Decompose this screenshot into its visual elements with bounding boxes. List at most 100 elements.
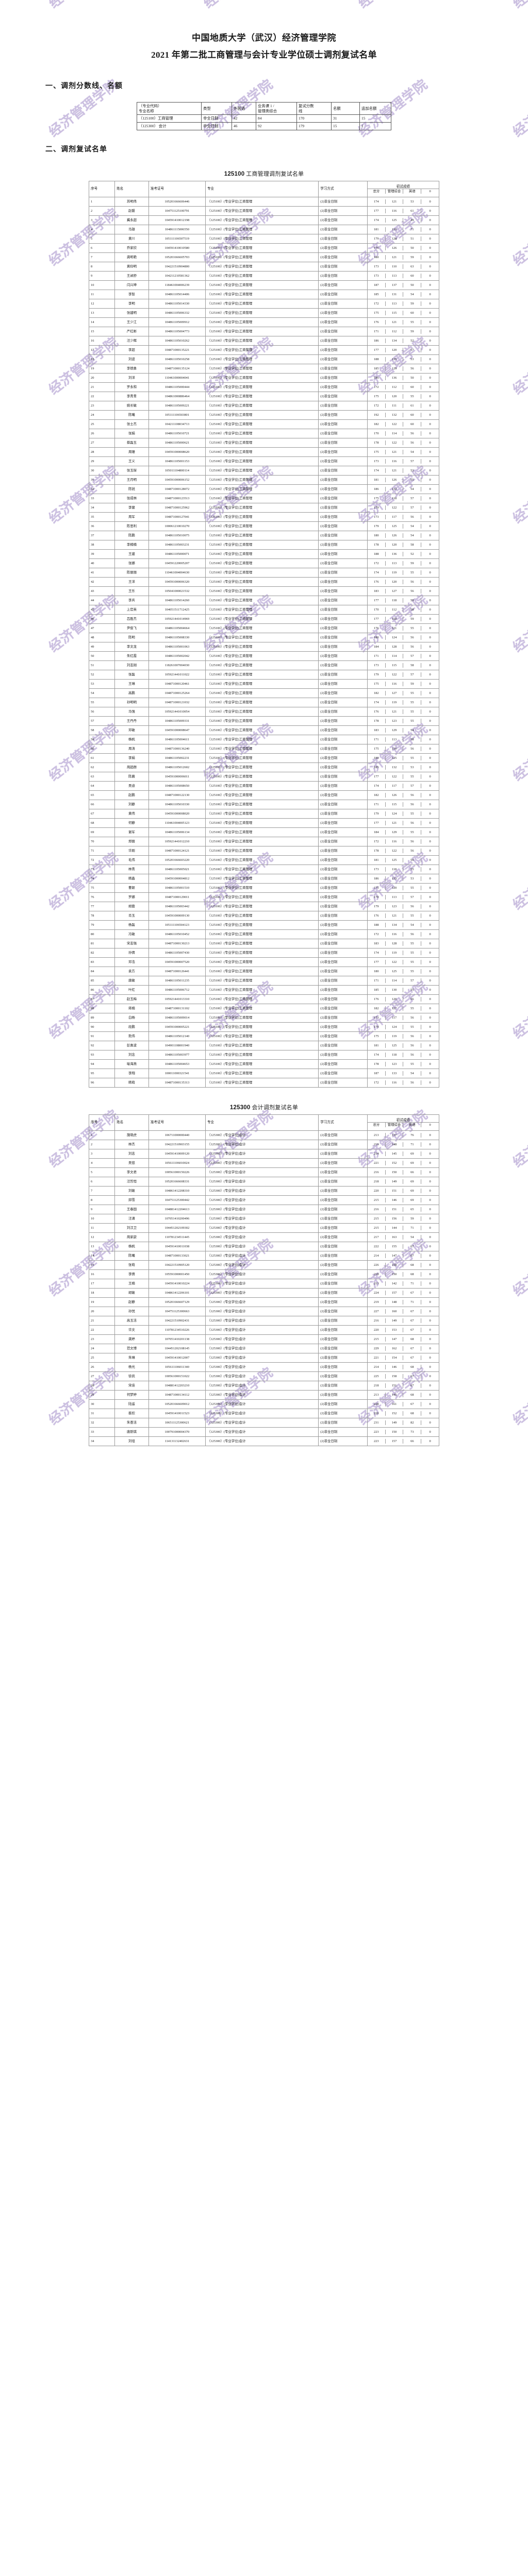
table-row: 89 白杨 104861105009014 （125100）(专业学位)工商管理 (2)… xyxy=(88,1012,440,1023)
cell-ticket: 104871000126441 xyxy=(148,966,206,976)
table-row: 34 李健 104871000125962 （125100）(专业学位)工商管理 (2)… xyxy=(88,502,440,513)
cell-major: （125100）(专业学位)工商管理 xyxy=(205,252,319,262)
score-value: 174 xyxy=(373,1053,379,1057)
cell-mode: (2)非全日制 xyxy=(318,808,368,819)
cell-name: 徐凯 xyxy=(114,1371,149,1381)
cell-mode: (2)非全日制 xyxy=(318,966,368,976)
score-value: 214 xyxy=(373,1151,379,1156)
cell-major: （125100）(专业学位)工商管理 xyxy=(205,521,319,531)
cell-mode: (2)非全日制 xyxy=(318,1260,368,1270)
score-value: 61 xyxy=(403,403,421,408)
cell-index: 91 xyxy=(88,1031,116,1041)
table-row: 58 邓敏 104591000008647 （125100）(专业学位)工商管理 (2)… xyxy=(88,725,440,735)
cell-scores: 174 119 55 0 xyxy=(367,947,440,958)
score-value: 55 xyxy=(403,394,421,399)
cell-major: （125100）(专业学位)工商管理 xyxy=(205,651,319,661)
score-value: 0 xyxy=(421,1071,438,1076)
cell-index: 18 xyxy=(88,354,116,364)
score-value: 56 xyxy=(403,996,421,1002)
cell-mode: (2)非全日制 xyxy=(318,706,368,717)
score-value: 56 xyxy=(403,931,421,937)
cell-scores: 184 129 55 0 xyxy=(367,827,440,837)
score-value: 121 xyxy=(385,255,403,260)
table-row: 60 周涛 104871000136240 （125100）(专业学位)工商管理 (2)… xyxy=(88,743,440,754)
table-row: 52 张磊 105921441011022 （125100）(专业学位)工商管理 (2)… xyxy=(88,669,440,680)
score-value: 56 xyxy=(403,802,421,807)
cell-index: 7 xyxy=(88,252,116,262)
cell-ticket: 104861105012602 xyxy=(148,762,206,772)
cell-major: （125300）(专业学位)会计 xyxy=(205,1167,319,1177)
cell-scores: 175 116 59 0 xyxy=(367,679,440,689)
cell-major: （125100）(专业学位)工商管理 xyxy=(205,669,319,680)
cell-scores: 177 120 57 0 xyxy=(367,345,440,355)
cell-ticket: 104211108034713 xyxy=(148,419,206,429)
cell-mode: (2)非全日制 xyxy=(318,1362,368,1372)
score-value: 67 xyxy=(403,1355,421,1360)
table-row: 10 闫兴坤 118461004006239 （125100）(专业学位)工商管理 (2… xyxy=(88,280,440,290)
table-row: 77 胡蓉 104861105003442 （125100）(专业学位)工商管理 (2)… xyxy=(88,901,440,911)
cell-ticket: 104751125300663 xyxy=(148,1306,206,1316)
score-value: 177 xyxy=(373,348,379,352)
cell-major: （125100）(专业学位)工商管理 xyxy=(205,206,319,216)
cell-mode: (2)非全日制 xyxy=(318,920,368,930)
score-value: 221 xyxy=(373,1161,379,1165)
cell-mode: (2)非全日制 xyxy=(318,1315,368,1326)
cell-name: 刘坦 xyxy=(114,1436,149,1446)
cell-name: 王月明 xyxy=(114,474,149,485)
cell-index: 10 xyxy=(88,280,116,290)
score-value: 121 xyxy=(385,913,403,918)
cell-index: 42 xyxy=(88,577,116,587)
score-value: 215 xyxy=(373,1226,379,1230)
cell-index: 78 xyxy=(88,910,116,921)
score-value: 0 xyxy=(421,282,438,287)
score-value: 0 xyxy=(421,1052,438,1057)
cell-mode: (2)非全日制 xyxy=(318,716,368,726)
score-value: 67 xyxy=(403,1309,421,1314)
score-value: 149 xyxy=(385,1318,403,1323)
score-value: 172 xyxy=(373,932,379,936)
cell-name: 刘志刚 xyxy=(114,660,149,670)
table-row: 39 王建 104861105000071 （125100）(专业学位)工商管理 (2)… xyxy=(88,549,440,559)
cell-scores: 176 120 56 0 xyxy=(367,994,440,1004)
score-value: 119 xyxy=(385,746,403,751)
cell-mode: (2)非全日制 xyxy=(318,1148,368,1159)
cell-mode: (2)非全日制 xyxy=(318,1408,368,1418)
table-row: 81 宋志强 104871000130213 （125100）(专业学位)工商管理 (2… xyxy=(88,938,440,948)
cell-scores: 170 113 57 0 xyxy=(367,892,440,902)
roster-table-125300: 序号 姓名 准考证号 专业 学习方式 初试成绩 总分 管理综合 英语 0 1 施晓虎 106711000… xyxy=(88,1114,440,1446)
score-value: 172 xyxy=(373,839,379,843)
scoreline-row: （125300） 会计 非全日制 46 92 179 15 1 xyxy=(137,122,391,130)
cell-major: （125100）(专业学位)工商管理 xyxy=(205,808,319,819)
score-value: 0 xyxy=(421,1216,438,1221)
score-value: 59 xyxy=(403,681,421,686)
cell-major: （125100）(专业学位)工商管理 xyxy=(205,910,319,921)
cell-scores: 173 116 57 0 xyxy=(367,456,440,466)
scoreline-cell: 1 xyxy=(359,122,391,130)
cell-mode: (2)非全日制 xyxy=(318,1158,368,1168)
score-value: 125 xyxy=(385,969,403,974)
cell-major: （125100）(专业学位)工商管理 xyxy=(205,474,319,485)
cell-name: 谢军 xyxy=(114,827,149,837)
score-value: 0 xyxy=(421,1401,438,1406)
score-value: 181 xyxy=(373,858,379,862)
cell-major: （125100）(专业学位)工商管理 xyxy=(205,539,319,550)
cell-ticket: 104861105009221 xyxy=(148,400,206,411)
score-value: 149 xyxy=(385,1420,403,1425)
score-value: 73 xyxy=(403,1429,421,1434)
table-row: 36 陈思利 100061210010270 （125100）(专业学位)工商管理 (2… xyxy=(88,521,440,531)
cell-major: （125100）(专业学位)工商管理 xyxy=(205,308,319,318)
score-value: 150 xyxy=(385,1272,403,1277)
score-value: 0 xyxy=(421,338,438,343)
score-value: 181 xyxy=(373,1043,379,1047)
score-value: 0 xyxy=(421,292,438,297)
cell-name: 朱琳 xyxy=(114,1352,149,1363)
cell-index: 14 xyxy=(88,1250,116,1261)
cell-name: 罗永和 xyxy=(114,382,149,392)
score-value: 227 xyxy=(373,1309,379,1313)
table-row: 50 朱红霞 104861105002042 （125100）(专业学位)工商管理 (2… xyxy=(88,651,440,661)
cell-index: 20 xyxy=(88,372,116,383)
cell-ticket: 104871000131102 xyxy=(148,1003,206,1013)
cell-major: （125300）(专业学位)会计 xyxy=(205,1176,319,1187)
roster-table-125100: 序号 姓名 准考证号 专业 学习方式 初试成绩 总分 管理综合 英语 0 1 苏明伟 105201666… xyxy=(88,180,440,1088)
score-value: 0 xyxy=(421,894,438,900)
